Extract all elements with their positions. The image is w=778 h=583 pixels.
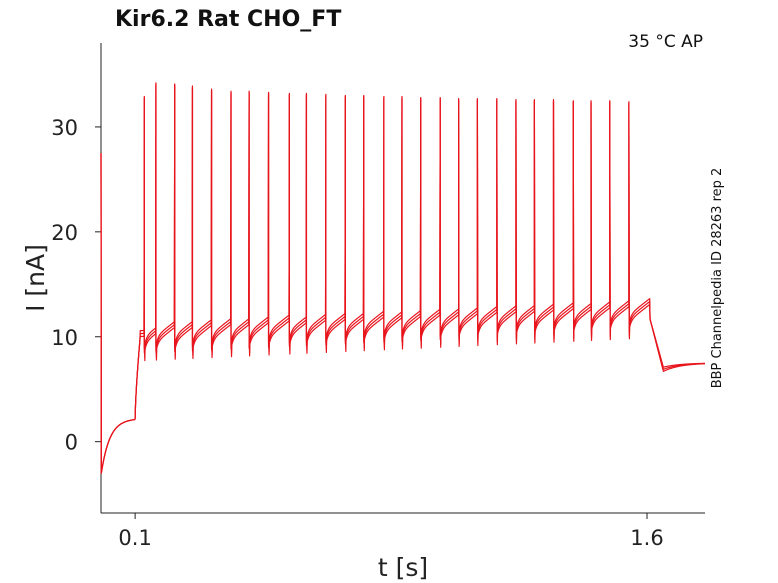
y-ticks: 0 10 20 30 bbox=[51, 116, 101, 455]
x-tick-label: 1.6 bbox=[630, 526, 663, 550]
current-traces bbox=[100, 82, 706, 474]
current-trace-3 bbox=[100, 84, 706, 474]
y-tick-label: 30 bbox=[51, 116, 78, 140]
y-tick-label: 0 bbox=[65, 431, 78, 455]
y-tick-label: 10 bbox=[51, 326, 78, 350]
chart-title: Kir6.2 Rat CHO_FT bbox=[115, 7, 341, 32]
condition-label: 35 °C AP bbox=[628, 32, 703, 52]
x-ticks: 0.1 1.6 bbox=[118, 513, 664, 550]
y-tick-label: 20 bbox=[51, 221, 78, 245]
side-note: BBP Channelpedia ID 28263 rep 2 bbox=[710, 168, 725, 389]
x-tick-label: 0.1 bbox=[118, 526, 151, 550]
x-axis-label: t [s] bbox=[378, 553, 428, 582]
y-axis-label: I [nA] bbox=[21, 244, 50, 312]
axes: 0 10 20 30 0.1 1.6 bbox=[51, 43, 705, 550]
